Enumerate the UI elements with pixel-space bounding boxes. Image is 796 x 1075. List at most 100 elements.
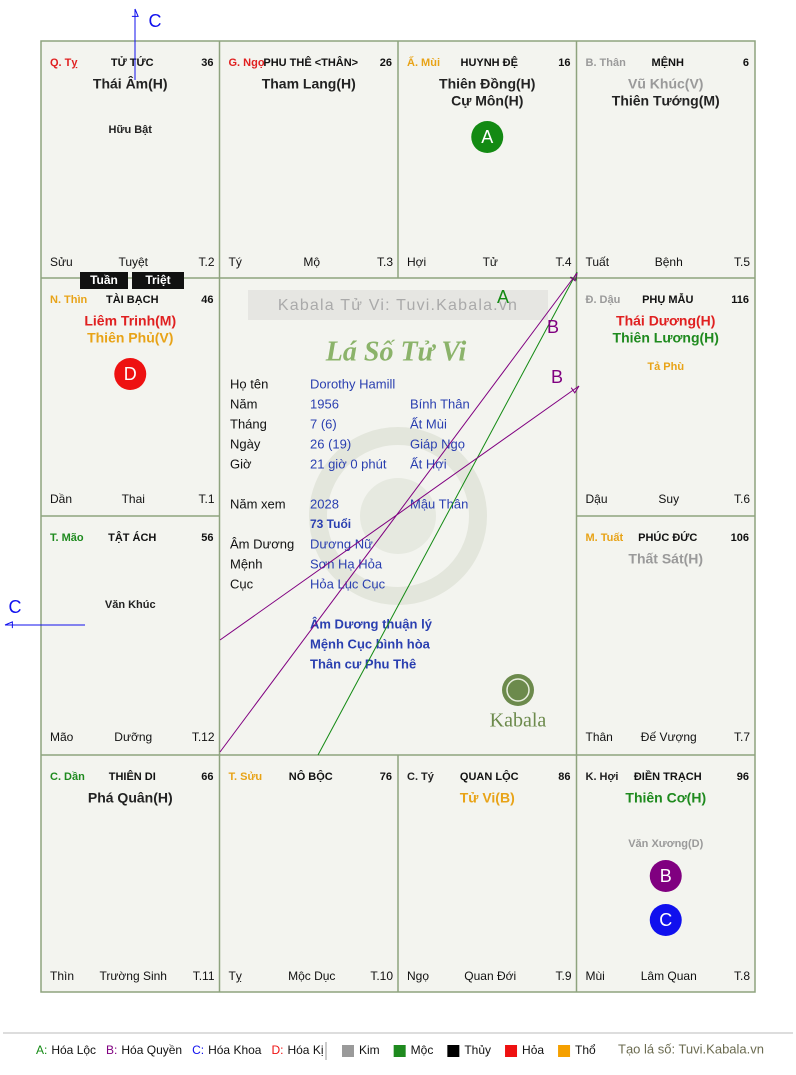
chart-title: Lá Số Tử Vi bbox=[325, 336, 467, 367]
palace-number: 26 bbox=[380, 57, 392, 69]
legend-label: Hóa Quyền bbox=[121, 1043, 182, 1057]
main-star: Tham Lang(H) bbox=[262, 76, 356, 92]
palace-footer: Quan Đới bbox=[464, 969, 516, 983]
palace-stem: G. Ngọ bbox=[229, 57, 265, 69]
palace-stem: Ấ. Mùi bbox=[407, 56, 440, 69]
legend-key: A: bbox=[36, 1043, 47, 1057]
palace-footer: T.9 bbox=[555, 969, 571, 983]
note: Âm Dương thuận lý bbox=[310, 616, 433, 631]
tuan-triet-label: Triệt bbox=[145, 273, 170, 287]
palace-footer: Hợi bbox=[407, 255, 426, 269]
info-field: Ất Mùi bbox=[410, 416, 447, 431]
note: Mệnh Cục bình hòa bbox=[310, 636, 431, 651]
info-field: Dương Nữ bbox=[310, 536, 373, 551]
tuan-triet-label: Tuần bbox=[90, 273, 118, 287]
info-field: Cục bbox=[230, 576, 254, 591]
palace-name: TẬT ÁCH bbox=[108, 531, 156, 544]
palace-footer: Thai bbox=[122, 492, 145, 506]
palace-footer: Tuất bbox=[586, 255, 610, 269]
mutagen-letter: B bbox=[660, 866, 672, 886]
minor-star: Văn Xương(D) bbox=[628, 838, 703, 850]
palace-number: 6 bbox=[743, 57, 749, 69]
legend-key: D: bbox=[271, 1043, 283, 1057]
arrow-head bbox=[569, 272, 578, 282]
palace-footer: Tý bbox=[229, 255, 242, 269]
palace-footer: Dần bbox=[50, 492, 72, 506]
palace-footer: Lâm Quan bbox=[641, 969, 697, 983]
palace-footer: Trường Sinh bbox=[100, 969, 167, 983]
palace-name: NÔ BỘC bbox=[289, 770, 333, 783]
palace-number: 86 bbox=[558, 771, 570, 783]
palace-name: MỆNH bbox=[652, 56, 684, 69]
palace-name: ĐIỀN TRẠCH bbox=[634, 770, 702, 783]
mutagen-letter: D bbox=[124, 364, 137, 384]
legend-label: Hóa Khoa bbox=[208, 1043, 262, 1057]
palace-footer: Thìn bbox=[50, 969, 74, 983]
info-field: 2028 bbox=[310, 496, 339, 511]
info-field: Sơn Hạ Hỏa bbox=[310, 556, 383, 571]
palace-stem: C. Dần bbox=[50, 771, 85, 783]
mutagen-badge bbox=[649, 860, 682, 892]
info-field: 1956 bbox=[310, 396, 339, 411]
arrow-label: A bbox=[497, 287, 509, 307]
info-field: Âm Dương bbox=[230, 536, 294, 551]
legend-swatch bbox=[393, 1045, 406, 1057]
arrow-line bbox=[317, 271, 578, 756]
banner-text: Kabala Tử Vi: Tuvi.Kabala.vn bbox=[278, 297, 518, 314]
palace-stem: C. Tý bbox=[407, 771, 435, 783]
palace-footer: Ngọ bbox=[407, 969, 429, 983]
palace-number: 106 bbox=[731, 532, 749, 544]
palace-number: 116 bbox=[731, 294, 749, 306]
palace-footer: T.3 bbox=[377, 255, 393, 269]
center-watermark bbox=[309, 427, 487, 605]
palace-name: TÀI BẠCH bbox=[106, 293, 159, 306]
palace-name: TỬ TỨC bbox=[111, 56, 154, 69]
main-star: Cự Môn(H) bbox=[451, 93, 523, 109]
palace-footer: Mão bbox=[50, 730, 74, 744]
minor-star: Tả Phù bbox=[647, 361, 684, 373]
banner-background bbox=[248, 290, 548, 320]
legend-element: Kim bbox=[359, 1043, 380, 1057]
main-star: Tử Vi(B) bbox=[460, 790, 515, 806]
palace-stem: T. Mão bbox=[50, 532, 84, 544]
palace-name: QUAN LỘC bbox=[460, 770, 519, 783]
palace-footer: T.5 bbox=[734, 255, 750, 269]
main-star: Thiên Tướng(M) bbox=[612, 93, 720, 109]
legend-key: C: bbox=[192, 1043, 204, 1057]
palace-footer: Mộc Dục bbox=[288, 969, 335, 983]
palace-stem: Đ. Dậu bbox=[586, 294, 621, 306]
palace-footer: Dưỡng bbox=[114, 730, 152, 744]
palace-footer: Thân bbox=[586, 730, 613, 744]
palace-stem: T. Sửu bbox=[229, 771, 263, 783]
palace-stem: N. Thìn bbox=[50, 294, 88, 306]
tuan-triet-box bbox=[80, 272, 128, 289]
palace-name: PHÚC ĐỨC bbox=[638, 531, 697, 544]
main-star: Thiên Đồng(H) bbox=[439, 76, 535, 92]
palace-footer: Tuyệt bbox=[118, 255, 148, 269]
age: 73 Tuổi bbox=[310, 517, 351, 531]
legend-element: Thổ bbox=[575, 1043, 596, 1057]
arrow-line bbox=[219, 272, 578, 753]
main-star: Thái Dương(H) bbox=[616, 313, 715, 329]
palace-footer: Mùi bbox=[586, 969, 605, 983]
info-field: Ất Hợi bbox=[410, 456, 447, 471]
center-watermark bbox=[360, 478, 436, 554]
palace-footer: T.2 bbox=[198, 255, 214, 269]
arrow-head bbox=[131, 8, 139, 17]
arrow-label: B bbox=[551, 367, 563, 387]
logo-text: Kabala bbox=[490, 710, 547, 732]
palace-number: 16 bbox=[558, 57, 570, 69]
info-field: Giáp Ngọ bbox=[410, 436, 465, 451]
main-star: Liêm Trinh(M) bbox=[84, 313, 176, 329]
palace-footer: Dậu bbox=[586, 492, 608, 506]
palace-name: THIÊN DI bbox=[109, 770, 156, 783]
palace-number: 96 bbox=[737, 771, 749, 783]
info-field: Dorothy Hamill bbox=[310, 376, 395, 391]
palace-number: 46 bbox=[201, 294, 213, 306]
palace-stem: M. Tuất bbox=[586, 532, 624, 544]
legend-element: Mộc bbox=[411, 1043, 434, 1057]
palace-stem: K. Hợi bbox=[586, 771, 619, 783]
